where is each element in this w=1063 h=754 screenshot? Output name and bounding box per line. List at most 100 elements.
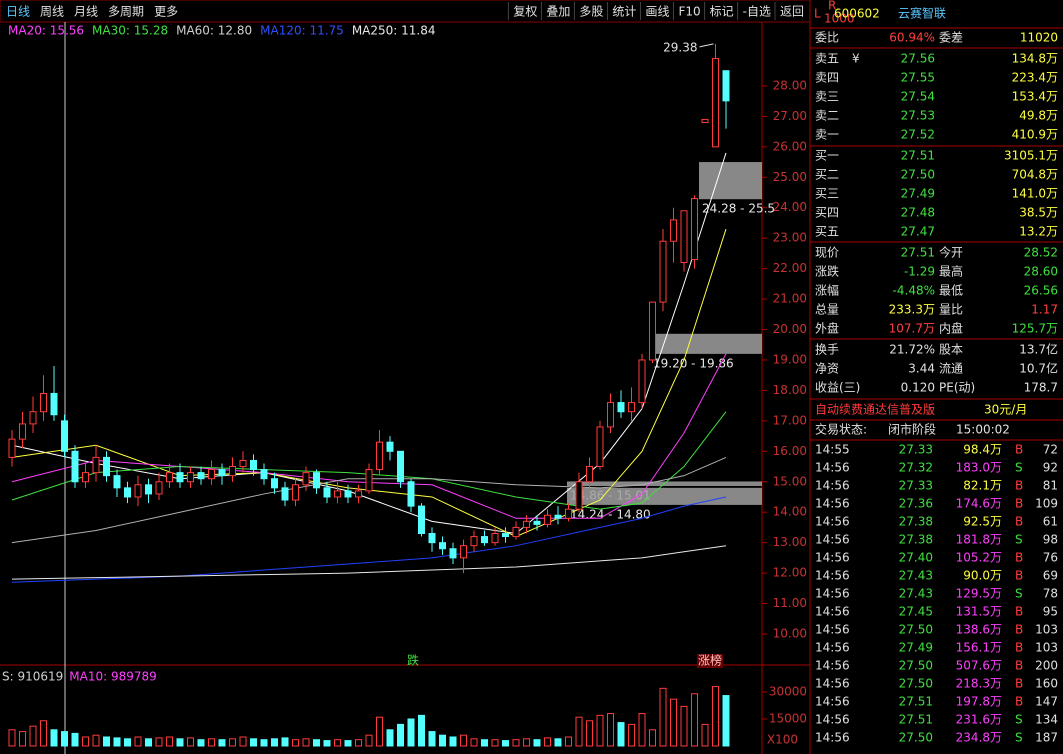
row-label: 委差 bbox=[939, 31, 963, 45]
volume-bar bbox=[323, 740, 331, 747]
candle-body bbox=[166, 472, 173, 483]
volume-bar bbox=[61, 731, 68, 747]
toolbar-button[interactable]: 返回 bbox=[780, 5, 804, 19]
trade-volume: 82.1万 bbox=[963, 479, 1002, 493]
trade-count: 109 bbox=[1035, 497, 1058, 511]
candle-body bbox=[617, 402, 625, 413]
stat-label: 涨跌 bbox=[815, 264, 839, 279]
bid-volume: 3105.1万 bbox=[1004, 149, 1058, 163]
volume-bar bbox=[134, 736, 142, 747]
stat-label: 内盘 bbox=[939, 321, 963, 336]
toolbar-tab[interactable]: 多周期 bbox=[108, 5, 144, 19]
volume-bar bbox=[355, 739, 362, 747]
candle-body bbox=[575, 481, 583, 510]
trade-count: 81 bbox=[1043, 479, 1058, 493]
volume-bar bbox=[239, 736, 247, 747]
toolbar-button[interactable]: 多股 bbox=[579, 5, 603, 19]
ask-price: 27.53 bbox=[901, 109, 935, 123]
trade-count: 78 bbox=[1043, 587, 1058, 601]
volume-bar bbox=[565, 736, 572, 747]
trade-time: 14:56 bbox=[815, 605, 850, 619]
volume-bar bbox=[103, 736, 110, 747]
y-tick-label: 19.00 bbox=[773, 352, 807, 366]
y-tick-label: 10.00 bbox=[773, 626, 807, 640]
price-zone bbox=[567, 487, 762, 505]
bid-price: 27.50 bbox=[901, 168, 935, 182]
ma-line bbox=[11, 228, 727, 538]
volume-bar bbox=[691, 693, 698, 747]
candle-body bbox=[565, 508, 572, 519]
candle-body bbox=[218, 469, 226, 477]
toolbar-button[interactable]: -自选 bbox=[743, 5, 771, 19]
trade-price: 27.51 bbox=[899, 695, 933, 709]
volume-bar bbox=[71, 732, 79, 747]
trade-count: 72 bbox=[1043, 443, 1058, 457]
stat-label: 今开 bbox=[939, 245, 963, 260]
volume-bar bbox=[365, 734, 373, 747]
badge: 1000 bbox=[824, 12, 855, 26]
trade-time: 14:56 bbox=[815, 587, 850, 601]
volume-bar bbox=[449, 736, 457, 747]
ask-label: 卖三 bbox=[815, 90, 839, 104]
bid-volume: 13.2万 bbox=[1019, 225, 1058, 239]
toolbar-button[interactable]: F10 bbox=[678, 5, 700, 19]
toolbar-button[interactable]: 复权 bbox=[513, 5, 537, 19]
toolbar-tab[interactable]: 月线 bbox=[74, 5, 98, 19]
stat-value: 26.56 bbox=[1024, 284, 1058, 298]
bid-price: 27.51 bbox=[901, 149, 935, 163]
status-label: 交易状态: bbox=[815, 422, 867, 437]
trade-count: 61 bbox=[1043, 515, 1058, 529]
trade-price: 27.49 bbox=[899, 641, 933, 655]
toolbar-button[interactable]: 统计 bbox=[612, 5, 636, 19]
info-value: 21.72% bbox=[889, 343, 935, 357]
candle-body bbox=[470, 536, 478, 547]
trade-side: S bbox=[1015, 533, 1023, 547]
bid-volume: 38.5万 bbox=[1019, 206, 1058, 220]
trade-side: B bbox=[1015, 443, 1023, 457]
volume-bar bbox=[250, 738, 257, 747]
candle-body bbox=[523, 520, 530, 528]
trade-count: 76 bbox=[1043, 551, 1058, 565]
y-tick-label: 22.00 bbox=[773, 261, 807, 275]
volume-bar bbox=[302, 738, 310, 747]
toolbar-tab[interactable]: 日线 bbox=[6, 5, 30, 19]
trade-price: 27.50 bbox=[899, 659, 933, 673]
volume-bar bbox=[596, 714, 604, 747]
toolbar-button[interactable]: 叠加 bbox=[546, 5, 570, 19]
candle-body bbox=[8, 438, 16, 458]
trade-time: 14:56 bbox=[815, 569, 850, 583]
ask-symbol: ¥ bbox=[852, 52, 860, 66]
volume-bar bbox=[271, 738, 278, 747]
trade-side: B bbox=[1015, 551, 1023, 565]
trade-price: 27.50 bbox=[899, 731, 933, 745]
ma-line bbox=[11, 545, 727, 580]
signal-marker-bg bbox=[697, 654, 723, 668]
volume-bar bbox=[407, 718, 415, 747]
toolbar-button[interactable]: 画线 bbox=[645, 5, 669, 19]
candle-body bbox=[691, 198, 698, 260]
y-tick-label: 16.00 bbox=[773, 444, 807, 458]
badge: R bbox=[828, 0, 836, 13]
stat-label: 外盘 bbox=[815, 321, 839, 336]
high-arrow bbox=[699, 43, 714, 48]
volume-legend: MA10: 989789 bbox=[69, 670, 157, 684]
trade-count: 134 bbox=[1035, 713, 1058, 727]
candle-body bbox=[92, 456, 100, 474]
info-label: 收益(三) bbox=[815, 381, 860, 395]
bid-price: 27.47 bbox=[901, 225, 935, 239]
ask-volume: 153.4万 bbox=[1012, 90, 1058, 104]
volume-legend: S: 910619 bbox=[2, 670, 63, 684]
volume-bar bbox=[344, 740, 352, 747]
volume-bar bbox=[670, 698, 677, 747]
toolbar-tab[interactable]: 周线 bbox=[40, 5, 64, 19]
toolbar-button[interactable]: 标记 bbox=[710, 5, 734, 19]
candle-body bbox=[208, 469, 215, 480]
volume-bar bbox=[659, 687, 667, 747]
toolbar-tab[interactable]: 更多 bbox=[154, 5, 178, 19]
bid-volume: 141.0万 bbox=[1012, 187, 1058, 201]
ma-legend: MA20: 15.56 bbox=[8, 24, 84, 38]
y-tick-label: 17.00 bbox=[773, 413, 807, 427]
trade-side: B bbox=[1015, 569, 1023, 583]
candle-body bbox=[491, 533, 499, 544]
